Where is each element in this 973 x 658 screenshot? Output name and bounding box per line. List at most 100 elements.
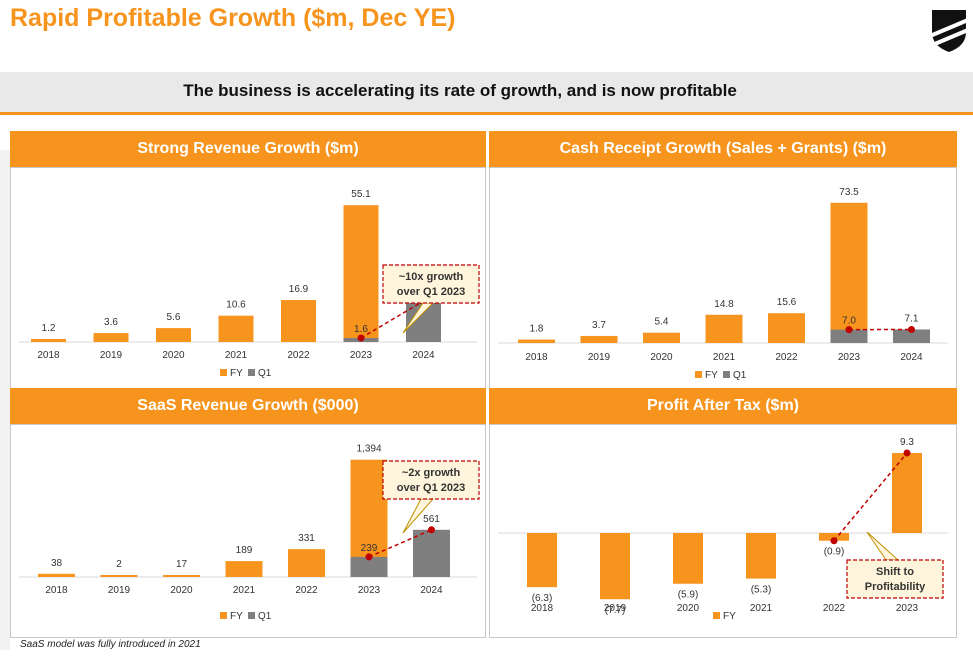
- x-tick-label: 2020: [677, 603, 700, 614]
- data-label: 55.1: [351, 189, 371, 200]
- growth-dot: [428, 526, 435, 534]
- saas-panel: SaaS Revenue Growth ($000) 38 2018 2 2019 17…: [10, 388, 486, 638]
- bar-q1: [830, 329, 868, 343]
- legend-label: Q1: [733, 370, 747, 381]
- data-label: 3.7: [592, 320, 606, 331]
- legend-label: FY: [230, 368, 243, 379]
- data-label: 7.1: [905, 313, 919, 324]
- data-label: 1,394: [356, 444, 381, 455]
- growth-line: [360, 300, 424, 339]
- data-label: (6.3): [532, 593, 553, 604]
- data-label: 5.6: [167, 312, 181, 323]
- callout-tail: [866, 531, 900, 561]
- x-tick-label: 2023: [838, 352, 861, 363]
- side-decoration: [0, 150, 10, 650]
- x-tick-label: 2021: [713, 352, 736, 363]
- bar-fy: [643, 332, 680, 343]
- data-label: 16.9: [289, 284, 309, 295]
- bar-fy: [31, 339, 66, 342]
- bar-q1: [413, 529, 450, 577]
- data-label: 1.2: [42, 323, 56, 334]
- panel-title: Profit After Tax ($m): [489, 388, 957, 424]
- x-tick-label: 2022: [287, 350, 310, 361]
- x-tick-label: 2019: [100, 350, 123, 361]
- bar-fy: [281, 300, 316, 342]
- legend-label: Q1: [258, 368, 272, 379]
- growth-dot: [908, 325, 915, 333]
- legend-label: Q1: [258, 611, 272, 622]
- saas-chart: 38 2018 2 2019 17 2020 189 2021 331 2022 1,394 2023…: [19, 444, 480, 622]
- data-label: 5.4: [655, 317, 669, 328]
- bar-fy: [100, 575, 138, 577]
- callout-box: [846, 559, 944, 599]
- x-tick-label: 2018: [37, 350, 60, 361]
- legend-label: FY: [723, 611, 736, 622]
- legend-label: FY: [705, 370, 718, 381]
- cash-receipt-chart: 1.8 2018 3.7 2019 5.4 2020 14.8 2021 15.6 2022 73.…: [498, 187, 948, 381]
- data-label: 3.6: [104, 317, 118, 328]
- bar-fy: [768, 313, 805, 343]
- panel-title: Strong Revenue Growth ($m): [10, 131, 486, 167]
- x-tick-label: 2021: [233, 585, 256, 596]
- bar-fy: [38, 573, 75, 577]
- bar-fy: [600, 533, 630, 600]
- data-label: 9.3: [900, 437, 914, 448]
- x-tick-label: 2022: [823, 603, 846, 614]
- legend-swatch: [220, 612, 227, 619]
- bar-fy: [343, 205, 379, 342]
- legend-swatch: [220, 369, 227, 376]
- callout-text: Profitability: [865, 581, 926, 593]
- data-label: (5.9): [678, 590, 699, 601]
- legend-swatch: [248, 369, 255, 376]
- page-title: Rapid Profitable Growth ($m, Dec YE): [10, 4, 456, 32]
- bar-fy: [580, 335, 618, 343]
- legend-swatch: [695, 371, 702, 378]
- data-label: 10.6: [226, 300, 246, 311]
- bar-fy: [746, 533, 776, 579]
- growth-dot: [830, 537, 838, 545]
- x-tick-label: 2020: [170, 585, 193, 596]
- x-tick-label: 2020: [162, 350, 185, 361]
- data-label: (0.9): [824, 547, 845, 558]
- data-label: 7.0: [842, 316, 856, 327]
- data-label: 17: [176, 559, 188, 570]
- x-tick-label: 2023: [350, 350, 373, 361]
- data-label: 14.8: [714, 299, 734, 310]
- growth-dot: [903, 449, 911, 457]
- x-tick-label: 2024: [412, 350, 435, 361]
- bar-fy: [892, 453, 922, 533]
- bar-fy: [518, 339, 555, 343]
- x-tick-label: 2019: [108, 585, 131, 596]
- x-tick-label: 2022: [295, 585, 318, 596]
- x-tick-label: 2024: [900, 352, 923, 363]
- growth-dot: [365, 553, 373, 561]
- bar-q1: [893, 329, 930, 343]
- growth-dot: [357, 334, 365, 342]
- banner: The business is accelerating its rate of…: [0, 72, 973, 115]
- data-label: 38: [51, 558, 63, 569]
- shield-stripes-icon: [929, 10, 969, 52]
- x-tick-label: 2018: [45, 585, 68, 596]
- legend-swatch: [723, 371, 730, 378]
- bar-fy: [225, 561, 263, 577]
- x-tick-label: 2023: [358, 585, 381, 596]
- data-label: 1.6: [354, 324, 368, 335]
- callout-text: Shift to: [876, 566, 914, 578]
- revenue-chart: 1.2 2018 3.6 2019 5.6 2020 10.6 2021 16.9 2022 55.…: [19, 189, 480, 379]
- x-tick-label: 2021: [750, 603, 773, 614]
- panel-title: Cash Receipt Growth (Sales + Grants) ($m…: [489, 131, 957, 167]
- data-label: 2: [116, 559, 122, 570]
- callout-text: over Q1 2023: [397, 286, 466, 298]
- bar-fy: [527, 533, 557, 588]
- callout-text: over Q1 2023: [397, 482, 466, 494]
- bar-fy: [819, 533, 849, 541]
- cash-receipt-panel: Cash Receipt Growth (Sales + Grants) ($m…: [489, 131, 957, 389]
- x-tick-label: 2018: [525, 352, 548, 363]
- callout-box: [382, 264, 480, 304]
- data-label: 1.8: [530, 324, 544, 335]
- x-tick-label: 2024: [420, 585, 443, 596]
- profit-chart: (6.3)2018 (7.7)2019 (5.9) 2020 (5.3) 2021 (0.9…: [498, 437, 948, 622]
- legend-label: FY: [230, 611, 243, 622]
- data-label: 73.5: [839, 187, 859, 198]
- footnote: SaaS model was fully introduced in 2021: [20, 639, 201, 650]
